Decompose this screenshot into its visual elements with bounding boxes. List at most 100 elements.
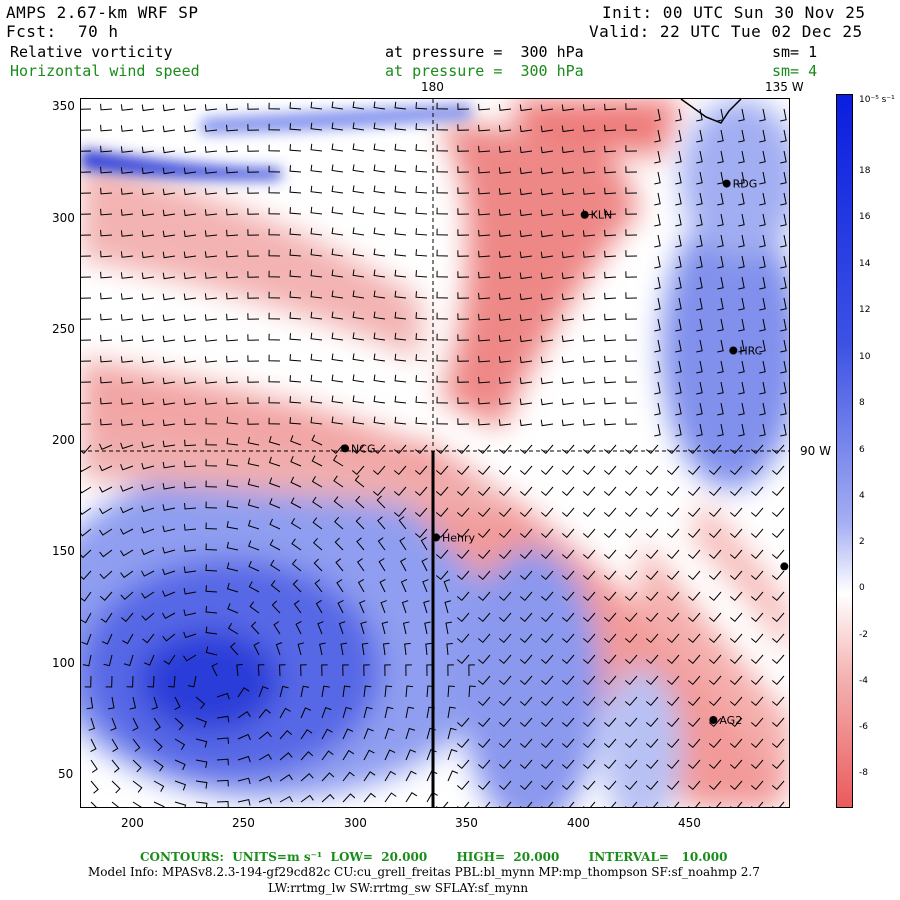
wind-barb — [378, 558, 386, 572]
wind-barb — [519, 633, 533, 644]
wind-barb — [654, 150, 661, 164]
wind-barb — [687, 486, 701, 497]
station-marker[interactable] — [432, 533, 440, 542]
wind-barb — [624, 654, 638, 665]
wind-barb — [183, 104, 197, 112]
station-marker[interactable] — [341, 444, 350, 453]
wind-barb — [393, 486, 407, 497]
wind-barb — [696, 129, 703, 143]
wind-barb — [81, 318, 92, 320]
wind-barb — [478, 187, 491, 195]
wind-barb — [561, 167, 575, 175]
wind-barb — [436, 270, 449, 278]
wind-barb — [771, 633, 785, 644]
y-tick-label: 100 — [52, 656, 75, 670]
wind-barb — [540, 272, 554, 280]
wind-barb — [184, 439, 197, 447]
vorticity-map[interactable]: LKYRDGKLNHRCNCGHenryAG2 — [80, 98, 790, 808]
wind-barb — [360, 621, 367, 635]
wind-barb — [666, 675, 680, 686]
wind-barb — [582, 104, 596, 111]
wind-barb — [477, 570, 491, 581]
station-marker[interactable] — [580, 210, 589, 219]
wind-barb — [759, 171, 766, 185]
wind-barb — [247, 397, 260, 404]
wind-barb — [423, 600, 430, 614]
wind-barb — [436, 333, 449, 341]
colorbar-label: -2 — [859, 630, 868, 640]
wind-barb — [738, 402, 745, 416]
wind-barb — [331, 290, 344, 299]
wind-barb — [300, 794, 314, 803]
wind-barb — [120, 398, 134, 405]
wind-barb — [290, 435, 302, 446]
wind-barb — [141, 612, 155, 621]
wind-barb — [750, 612, 764, 623]
wind-barb — [90, 801, 97, 807]
wind-barb — [205, 501, 218, 509]
wind-barb — [352, 332, 365, 341]
wind-barb — [268, 186, 281, 194]
wind-barb — [352, 185, 365, 194]
contours-info: CONTOURS: UNITS=m s⁻¹ LOW= 20.000 HIGH= … — [140, 850, 728, 864]
station-marker[interactable] — [709, 715, 718, 724]
wind-barb — [205, 564, 218, 572]
wind-barb — [415, 333, 428, 341]
wind-barb — [141, 441, 155, 449]
wind-barb — [457, 124, 470, 131]
station-marker[interactable] — [722, 179, 731, 188]
wind-barb — [738, 213, 745, 227]
wind-barb — [436, 375, 449, 383]
wind-barb — [750, 801, 764, 807]
wind-barb — [289, 186, 302, 194]
station-marker[interactable] — [729, 346, 738, 355]
wind-barb — [162, 209, 176, 217]
wind-barb — [405, 685, 414, 698]
wind-barb — [363, 792, 376, 803]
wind-barb — [120, 167, 134, 174]
wind-barb — [540, 780, 554, 791]
wind-barb — [247, 457, 260, 467]
wind-barb — [666, 801, 680, 807]
wind-barb — [100, 418, 113, 426]
wind-barb — [226, 500, 239, 509]
y-tick-label: 200 — [52, 433, 75, 447]
wind-barb — [759, 339, 766, 353]
wind-barb — [708, 465, 722, 476]
wind-barb — [100, 229, 113, 237]
wind-barb — [561, 780, 575, 791]
wind-barb — [162, 398, 176, 406]
station-marker[interactable] — [780, 562, 789, 571]
wind-barb — [540, 759, 554, 770]
wind-barb — [708, 549, 722, 560]
wind-barb — [540, 293, 554, 301]
wind-barb — [227, 622, 239, 635]
wind-barb — [687, 780, 701, 791]
wind-barb — [780, 339, 787, 353]
wind-barb — [384, 664, 391, 677]
wind-barb — [153, 717, 161, 731]
wind-barb — [666, 465, 680, 476]
wind-barb — [519, 654, 533, 665]
wind-barb — [687, 675, 701, 686]
wind-barb — [477, 717, 491, 728]
wind-barb — [780, 318, 787, 332]
wind-barb — [750, 780, 764, 791]
wind-barb — [183, 609, 197, 617]
wind-barb — [604, 145, 617, 153]
wind-barb — [759, 402, 766, 416]
wind-barb — [184, 418, 197, 426]
wind-barb — [478, 145, 491, 153]
wind-barb — [604, 313, 617, 321]
wind-barb — [162, 251, 176, 259]
wind-barb — [696, 255, 703, 269]
wind-barb — [384, 685, 393, 698]
wind-barb — [780, 423, 787, 437]
wind-barb — [205, 438, 218, 446]
wind-barb — [331, 332, 344, 341]
wind-barb — [603, 444, 617, 455]
wind-barb — [687, 549, 701, 560]
wind-barb — [126, 675, 134, 688]
wind-barb — [268, 270, 281, 278]
wind-barb — [310, 164, 323, 173]
